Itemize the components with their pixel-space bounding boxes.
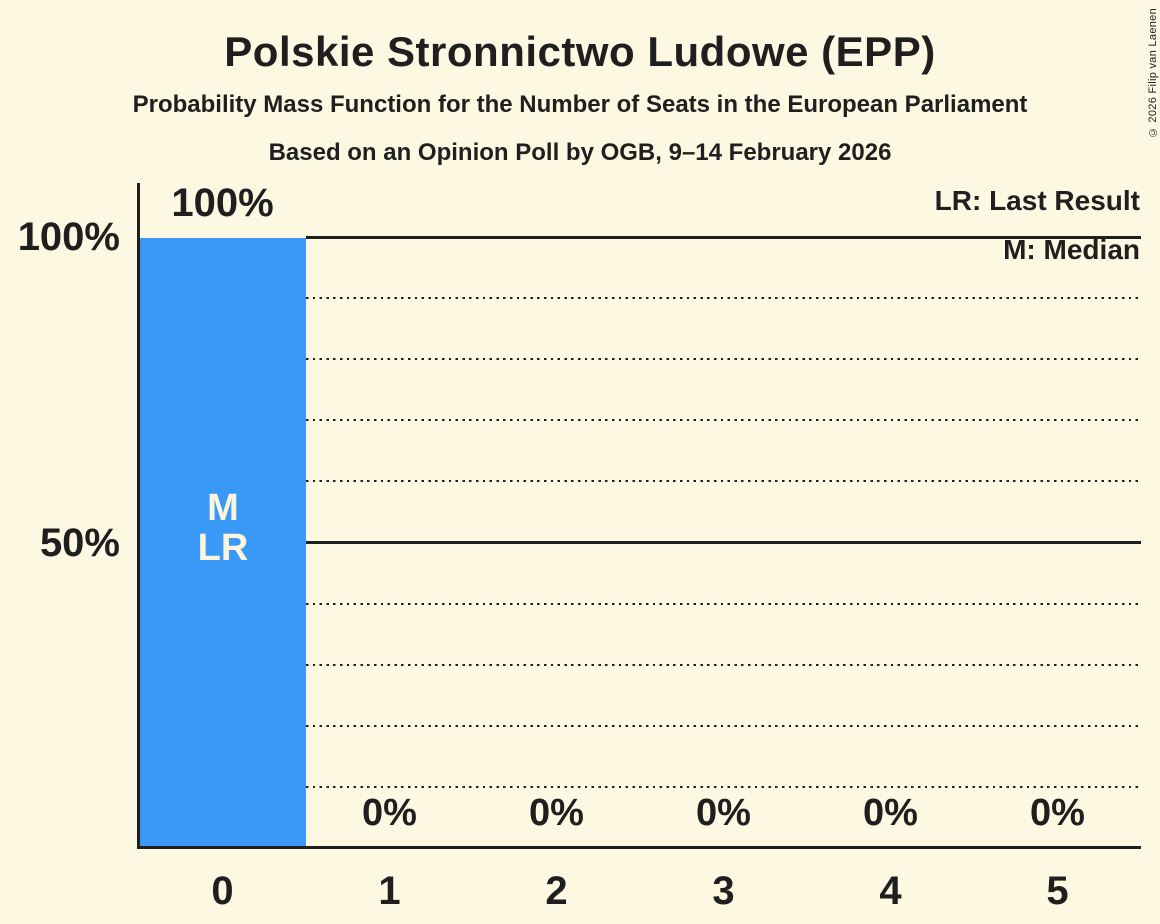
value-label-seats-3: 0%	[696, 792, 751, 834]
gridline-90	[306, 297, 1141, 300]
median-marker: M	[207, 487, 239, 529]
value-label-seats-0: 100%	[171, 181, 274, 225]
chart-title: Polskie Stronnictwo Ludowe (EPP)	[224, 28, 936, 75]
y-axis-line	[137, 183, 140, 849]
value-label-seats-4: 0%	[863, 792, 918, 834]
value-label-seats-1: 0%	[362, 792, 417, 834]
x-axis-line	[137, 846, 1141, 849]
gridline-60	[306, 480, 1141, 483]
bar-seats-0	[140, 238, 306, 846]
legend-last-result: LR: Last Result	[934, 185, 1140, 216]
bar-median-lastresult-annotation: M LR	[140, 488, 306, 568]
value-label-seats-2: 0%	[529, 792, 584, 834]
gridline-80	[306, 358, 1141, 361]
copyright-notice: © 2026 Filip van Laenen	[1147, 8, 1159, 139]
y-tick-50: 50%	[39, 521, 120, 565]
x-tick-seats-3: 3	[712, 869, 735, 913]
chart-poll-source: Based on an Opinion Poll by OGB, 9–14 Fe…	[268, 139, 892, 166]
legend-median: M: Median	[1003, 234, 1140, 265]
chart-subtitle: Probability Mass Function for the Number…	[132, 91, 1028, 118]
y-tick-100: 100%	[17, 215, 120, 259]
x-tick-seats-5: 5	[1046, 869, 1069, 913]
gridline-70	[306, 419, 1141, 422]
x-tick-seats-4: 4	[879, 869, 902, 913]
gridline-100	[306, 236, 1141, 239]
gridline-30	[306, 664, 1141, 667]
gridline-40	[306, 603, 1141, 606]
x-tick-seats-1: 1	[378, 869, 401, 913]
gridline-20	[306, 725, 1141, 728]
value-label-seats-5: 0%	[1030, 792, 1085, 834]
gridline-50	[306, 541, 1141, 544]
x-tick-seats-0: 0	[211, 869, 234, 913]
gridline-10	[306, 786, 1141, 789]
last-result-marker: LR	[197, 527, 249, 569]
x-tick-seats-2: 2	[545, 869, 568, 913]
